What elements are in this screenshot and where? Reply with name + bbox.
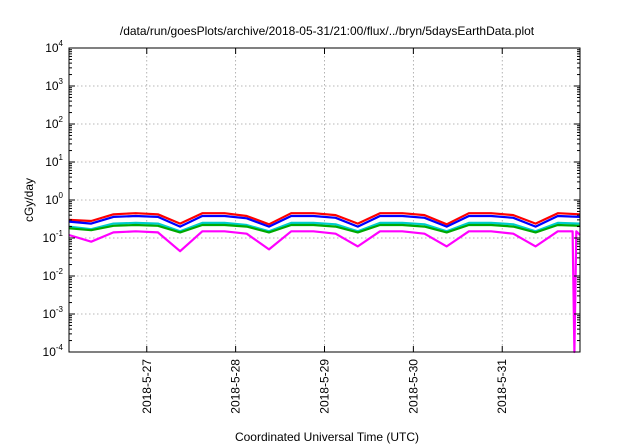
x-tick-label: 2018-5-28 [229, 359, 243, 414]
grid [69, 48, 580, 352]
chart-title: /data/run/goesPlots/archive/2018-05-31/2… [120, 24, 535, 38]
y-tick-label: 104 [45, 39, 63, 55]
y-tick-label: 10-2 [43, 267, 64, 283]
x-tick-label: 2018-5-31 [495, 359, 509, 414]
y-axis: 10-4 10-3 10-2 10-1 100 101 102 103 104 [43, 39, 580, 359]
x-tick-label: 2018-5-30 [406, 359, 420, 414]
series-line-2 [68, 214, 581, 228]
series-line-1 [68, 212, 581, 226]
x-tick-label: 2018-5-29 [318, 359, 332, 414]
x-axis-label: Coordinated Universal Time (UTC) [235, 430, 419, 444]
x-tick-label: 2018-5-27 [140, 359, 154, 414]
y-tick-label: 10-4 [43, 343, 64, 359]
series-line-4 [68, 223, 581, 234]
y-tick-label: 100 [45, 191, 63, 207]
y-tick-label: 103 [45, 77, 63, 93]
y-tick-label: 101 [45, 153, 63, 169]
y-axis-label: cGy/day [22, 178, 36, 222]
y-tick-label: 102 [45, 115, 63, 131]
series-group [68, 212, 581, 354]
y-tick-label: 10-3 [43, 305, 64, 321]
series-line-3 [68, 221, 581, 233]
x-axis: 2018-5-27 2018-5-28 2018-5-29 2018-5-30 2018… [140, 48, 509, 414]
y-tick-label: 10-1 [43, 229, 64, 245]
series-line-5 [68, 230, 581, 354]
